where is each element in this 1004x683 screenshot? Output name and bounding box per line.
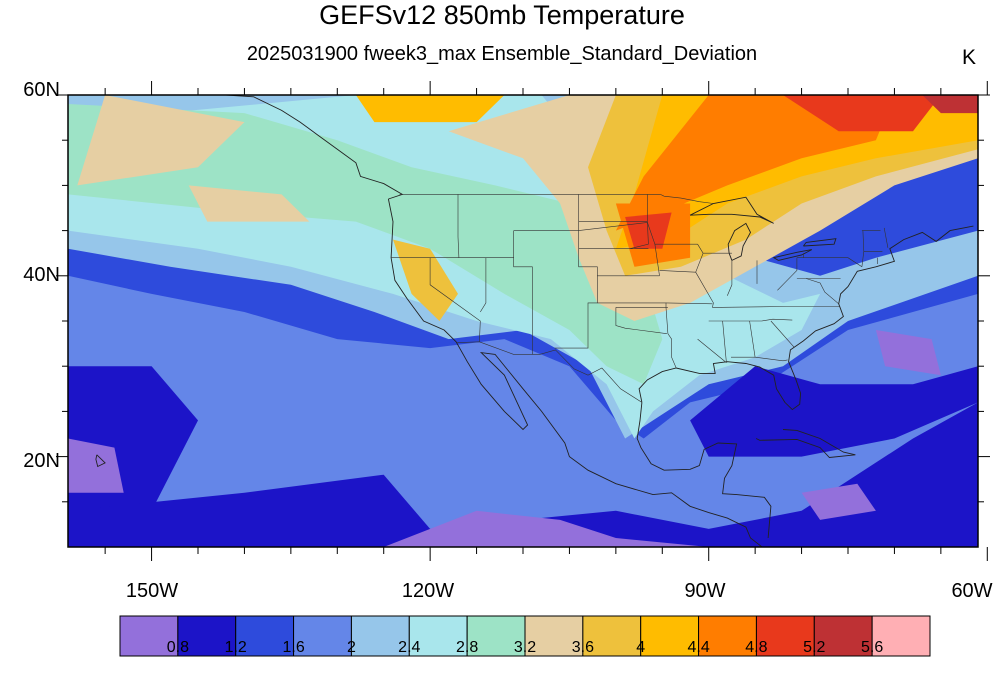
state-border-segment <box>777 257 798 291</box>
colorbar-swatch <box>466 615 526 657</box>
state-border-segment <box>803 257 863 268</box>
field-contour-region <box>875 330 941 376</box>
colorbar-tick-label: 5.6 <box>860 639 884 656</box>
field-contour-region <box>922 95 978 114</box>
colorbar-tick-label: 3.6 <box>571 639 595 656</box>
state-border-segment <box>861 230 865 267</box>
state-border-segment <box>806 278 839 305</box>
colorbar-swatch <box>119 615 179 657</box>
colorbar-tick-label: 2.8 <box>455 639 479 656</box>
state-border-segment <box>665 302 677 369</box>
coastline-segment <box>772 249 813 261</box>
colorbar-tick-label: 2 <box>346 639 356 656</box>
lon-label-120w: 120W <box>401 580 455 602</box>
state-border-segment <box>770 320 795 348</box>
lon-label-90w: 90W <box>684 580 726 602</box>
colorbar-swatch <box>582 615 642 657</box>
colorbar-swatch <box>813 615 873 657</box>
chart-subtitle: 2025031900 fweek3_max Ensemble_Standard_… <box>246 43 758 65</box>
lon-label-150w: 150W <box>125 580 179 602</box>
state-border-segment <box>722 320 727 363</box>
field-contour-region <box>783 95 941 132</box>
colorbar-tick-label: 2.4 <box>398 639 421 656</box>
field-contour-region <box>393 239 458 321</box>
field-contour-region <box>615 95 895 231</box>
state-border-segment <box>457 341 643 403</box>
state-border-segment <box>457 194 460 258</box>
state-border-segment <box>665 302 713 305</box>
colorbar-tick-label: 4.8 <box>745 639 768 656</box>
coastline-segment <box>689 196 774 224</box>
colorbar-swatch <box>871 615 931 657</box>
coastline-segment <box>727 222 752 261</box>
field-contour-region <box>188 185 310 222</box>
lon-label-60w: 60W <box>951 580 993 602</box>
lat-label-60n: 60N <box>23 79 60 101</box>
field-contour-region <box>801 483 876 520</box>
colorbar-swatch <box>524 615 584 657</box>
colorbar-tick-label: 0.8 <box>166 639 190 656</box>
coastline-segment <box>225 95 404 200</box>
field-contour-region <box>77 95 245 186</box>
state-border-segment <box>708 318 793 322</box>
field-contour-region <box>68 402 978 547</box>
colorbar <box>119 615 931 657</box>
plot-area <box>68 95 978 547</box>
units-label: K <box>962 46 977 69</box>
colorbar-tick-label: 1.6 <box>282 639 305 656</box>
state-border-segment <box>727 260 733 296</box>
coastline-segment <box>638 225 974 411</box>
coastline-segment <box>387 198 763 547</box>
chart-title: GEFSv12 850mb Temperature <box>319 0 685 30</box>
coastline-segment <box>636 402 772 539</box>
colorbar-swatch <box>235 615 295 657</box>
axis-ticks <box>56 81 990 561</box>
colorbar-swatch <box>698 615 757 657</box>
field-contour-region <box>68 104 663 385</box>
colorbar-tick-label: 4 <box>636 639 646 656</box>
coastline-segment <box>803 238 837 247</box>
state-borders <box>391 194 889 403</box>
field-contour-region <box>690 366 978 457</box>
colorbar-tick-label: 4.4 <box>687 639 710 656</box>
colorbar-tick-label: 3.2 <box>513 639 537 656</box>
colorbar-tick-label: 5.2 <box>803 639 826 656</box>
state-border-segment <box>513 230 533 355</box>
lat-label-20n: 20N <box>23 450 60 472</box>
field-contour-region <box>383 510 709 547</box>
state-border-segment <box>695 244 714 308</box>
coastline-segment <box>95 454 106 468</box>
state-border-segment <box>755 356 788 362</box>
state-border-segment <box>615 307 667 334</box>
colorbar-swatch <box>640 615 700 657</box>
colorbar-tick-label: 1.2 <box>224 639 247 656</box>
state-border-segment <box>480 257 487 313</box>
coastlines <box>95 95 974 547</box>
state-border-segment <box>883 227 889 248</box>
colorbar-swatch <box>350 615 410 657</box>
colorbar-swatch <box>408 615 468 657</box>
state-border-segment <box>578 222 649 249</box>
lat-label-40n: 40N <box>23 264 60 286</box>
colorbar-swatch <box>177 615 237 657</box>
state-border-segment <box>697 338 727 363</box>
colorbar-swatch <box>293 615 352 657</box>
coastline-segment <box>755 429 856 458</box>
std-dev-field <box>68 95 978 547</box>
state-border-segment <box>660 194 714 204</box>
state-border-segment <box>659 270 696 273</box>
field-contour-region <box>68 438 124 493</box>
state-border-segment <box>712 306 840 308</box>
state-border-segment <box>647 222 660 276</box>
field-contour-region <box>355 95 505 123</box>
state-border-segment <box>429 257 481 342</box>
